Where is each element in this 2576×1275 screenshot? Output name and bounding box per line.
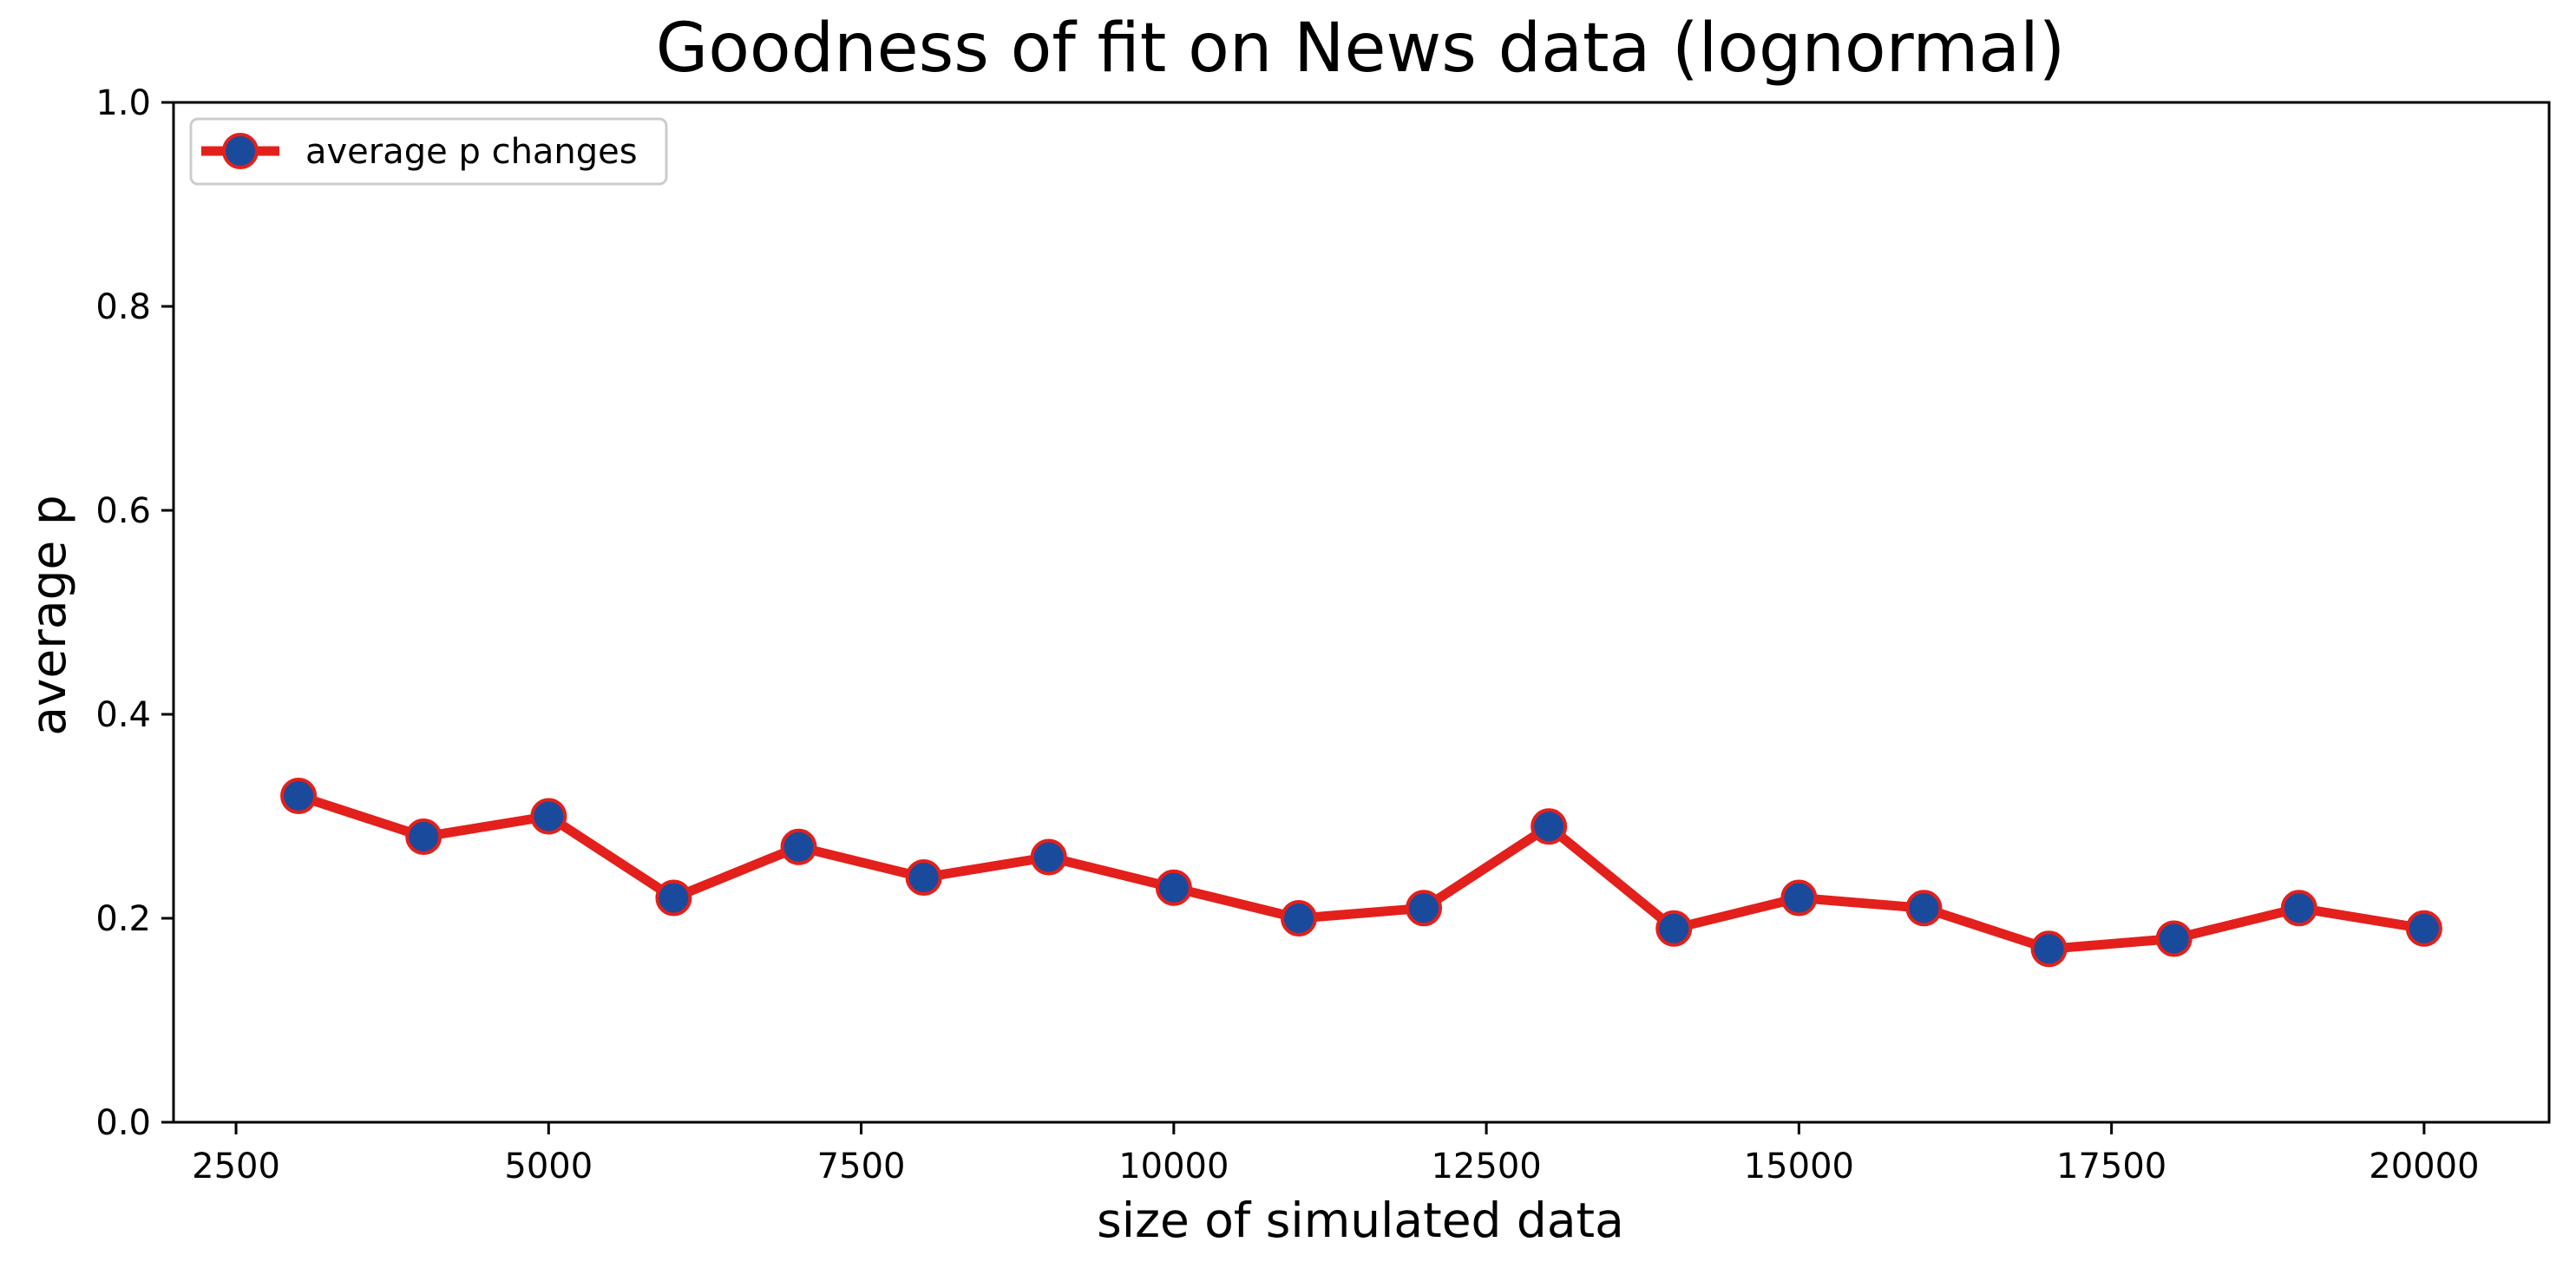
- legend-label: average p changes: [305, 132, 638, 172]
- legend-marker-swatch: [222, 133, 259, 169]
- data-point-marker: [530, 798, 567, 835]
- data-point-marker: [655, 879, 692, 917]
- data-point-marker: [780, 828, 817, 865]
- x-tick-label: 2500: [192, 1147, 280, 1186]
- data-point-marker: [1780, 879, 1818, 917]
- y-tick-label: 0.6: [95, 491, 151, 531]
- data-point-marker: [1655, 910, 1693, 947]
- data-point-marker: [1406, 890, 1443, 927]
- data-point-marker: [1531, 808, 1568, 845]
- x-tick-label: 12500: [1431, 1147, 1541, 1186]
- data-point-marker: [1155, 869, 1192, 906]
- data-point-marker: [1030, 838, 1067, 876]
- data-point-marker: [1905, 890, 1943, 927]
- y-tick-label: 0.2: [95, 899, 151, 939]
- data-point-marker: [2280, 890, 2317, 927]
- data-point-marker: [2030, 930, 2068, 968]
- x-tick-label: 20000: [2369, 1147, 2479, 1186]
- series-line: [293, 791, 2429, 954]
- x-tick-label: 7500: [817, 1147, 906, 1186]
- data-point-marker: [405, 818, 442, 855]
- legend: average p changes: [189, 117, 668, 186]
- chart-title: Goodness of fit on News data (lognormal): [656, 10, 2065, 88]
- data-point-marker: [2155, 920, 2193, 957]
- x-tick-label: 15000: [1744, 1147, 1854, 1186]
- y-tick-label: 0.4: [95, 695, 151, 735]
- y-axis-label: average p: [21, 495, 76, 736]
- x-tick-label: 5000: [504, 1147, 593, 1186]
- series-layer: [280, 778, 2442, 968]
- x-axis-ticks: 2500 5000 7500 10000 12500 15000 17500 20000: [192, 1122, 2480, 1186]
- data-point-marker: [905, 859, 942, 896]
- y-tick-label: 1.0: [95, 83, 151, 123]
- data-point-marker: [1280, 900, 1317, 937]
- x-axis-label: size of simulated data: [1097, 1193, 1624, 1248]
- x-tick-label: 17500: [2056, 1147, 2166, 1186]
- data-point-marker: [280, 778, 318, 814]
- legend-box: [189, 117, 668, 186]
- y-axis-ticks: 0.0 0.2 0.4 0.6 0.8 1.0: [95, 83, 174, 1143]
- y-tick-label: 0.8: [95, 287, 151, 327]
- data-point-marker: [2405, 910, 2442, 947]
- x-tick-label: 10000: [1118, 1147, 1229, 1186]
- y-tick-label: 0.0: [95, 1103, 151, 1143]
- plot-area-frame: [172, 101, 2551, 1124]
